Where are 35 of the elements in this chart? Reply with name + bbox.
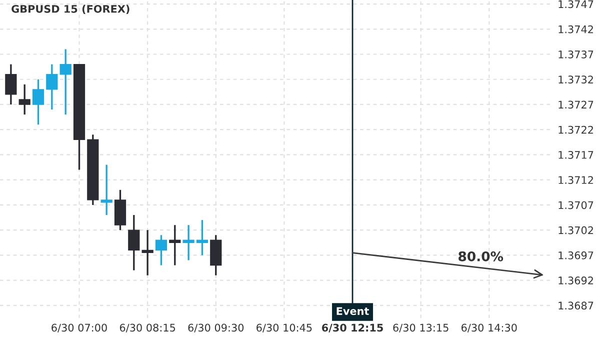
x-tick-label: 6/30 13:15 — [393, 324, 448, 332]
y-tick-label: 1.3732 — [558, 76, 593, 84]
y-tick-label: 1.3702 — [558, 226, 593, 234]
annotation: 80.0% — [458, 251, 504, 262]
x-tick-label: 6/30 12:15 — [322, 324, 383, 332]
candlestick — [32, 78, 44, 126]
candlestick — [60, 48, 72, 116]
y-tick-label: 1.3722 — [558, 126, 593, 134]
y-tick-label: 1.3692 — [558, 276, 593, 284]
candlestick — [18, 84, 30, 116]
y-tick-label: 1.3747 — [558, 0, 594, 8]
x-tick-label: 6/30 09:30 — [188, 324, 244, 332]
candlestick — [128, 214, 140, 272]
candlestick — [196, 219, 208, 256]
x-tick-label: 6/30 07:00 — [52, 324, 107, 332]
y-tick-label: 1.3687 — [558, 302, 594, 310]
candlestick — [182, 224, 194, 262]
y-tick-label: 1.3717 — [558, 150, 594, 159]
y-tick-label: 1.3727 — [558, 100, 594, 109]
candlestick — [169, 224, 181, 266]
y-tick-label: 1.3712 — [558, 176, 593, 184]
candlestick — [5, 63, 17, 106]
y-tick-label: 1.3697 — [558, 251, 594, 260]
candlestick — [46, 63, 58, 110]
y-tick-label: 1.3707 — [558, 201, 594, 210]
candlestick — [142, 229, 154, 276]
x-tick-label: 6/30 10:45 — [256, 324, 312, 332]
candlestick — [100, 164, 112, 216]
y-tick-label: 1.3742 — [558, 25, 593, 34]
x-tick-label: 6/30 08:15 — [120, 324, 176, 332]
candlestick — [155, 234, 168, 266]
chart-title: GBPUSD 15 (FOREX) — [12, 4, 130, 14]
y-tick-label: 1.3737 — [558, 50, 594, 58]
x-tick-label: 6/30 14:30 — [462, 324, 517, 332]
ref-line-label: Event — [336, 307, 369, 316]
